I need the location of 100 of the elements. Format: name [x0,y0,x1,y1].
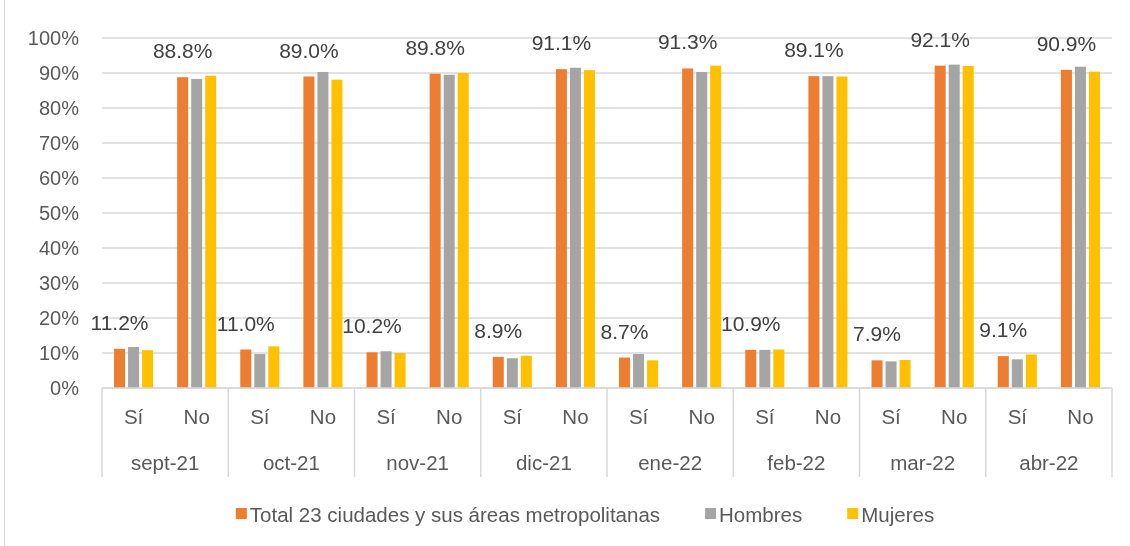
bar [506,358,518,388]
bar [934,65,946,388]
x-tick-label: Sí [123,404,144,428]
y-tick-label: 50% [38,202,80,224]
bar [773,349,785,388]
data-label: 88.8% [152,39,213,63]
data-label: 92.1% [910,27,970,51]
data-label: 9.1% [979,318,1028,342]
text: nov-21 [386,450,449,474]
y-tick-label: 40% [38,237,80,259]
x-tick-label: No [309,404,337,428]
bar [303,76,315,388]
text: mar-22 [890,450,956,474]
y-tick-label: 10% [38,342,80,364]
data-label: 91.1% [531,31,592,55]
bar [1025,354,1037,388]
bar [555,69,567,388]
data-label: 11.2% [90,310,149,334]
legend-label: Total 23 ciudades y sus áreas metropolitanas [249,502,661,526]
bar [240,349,252,388]
data-label: 10.2% [342,314,402,338]
x-tick-label: No [183,404,210,428]
y-tick-label: 60% [38,167,80,189]
x-tick-label: No [436,404,463,428]
data-label: 8.9% [474,318,523,342]
bar [1060,69,1072,388]
bar [268,346,280,388]
data-label: 7.9% [853,322,901,346]
legend-label: Mujeres [861,502,935,526]
bar [633,354,645,388]
bar [177,77,189,388]
text: ene-22 [638,450,703,474]
bar [457,73,469,388]
text: abr-22 [1019,450,1079,474]
bar [429,73,441,388]
y-tick-label: 0% [50,377,80,399]
bar [647,360,659,388]
x-tick-label: No [814,404,842,428]
legend-label: Hombres [719,502,803,526]
data-label: 91.3% [657,30,718,54]
x-tick-label: Sí [376,404,397,428]
x-tick-label: Sí [755,404,775,428]
y-tick-label: 80% [38,97,80,119]
bar [254,354,266,388]
bar [520,355,532,388]
bar [682,68,694,388]
bar [696,71,708,388]
bar [191,78,203,388]
bar [317,71,329,388]
bar [1088,71,1100,388]
bar [871,360,883,388]
x-tick-label: No [562,404,589,428]
y-tick-label: 70% [38,132,80,154]
bar [885,361,897,388]
bar [808,76,820,388]
text: oct-21 [262,450,320,474]
bar [142,350,154,388]
x-tick-label: Sí [881,404,902,428]
x-tick-label: No [1067,404,1094,428]
x-tick-label: Sí [502,404,523,428]
bar [583,70,595,388]
bar [331,79,343,388]
bar [899,360,911,388]
x-tick-label: No [688,404,715,428]
bar [205,75,217,388]
data-label: 89.0% [279,38,339,62]
bar [569,67,581,388]
text: dic-21 [515,450,572,474]
y-tick-label: 30% [38,272,80,294]
bar [128,347,140,388]
bar [710,65,722,388]
bar [836,76,848,388]
text: sept-21 [130,450,200,474]
data-label: 89.8% [405,35,465,59]
bar [380,351,392,388]
y-tick-label: 20% [38,307,80,329]
text: feb-22 [767,450,826,474]
x-tick-label: No [941,404,968,428]
bar [997,356,1009,388]
data-label: 90.9% [1036,31,1097,55]
bar [822,76,834,388]
data-label: 89.1% [784,38,844,62]
x-tick-label: Sí [628,404,649,428]
x-tick-label: Sí [1007,404,1028,428]
bar [759,349,771,388]
bar [1074,66,1086,388]
bar [394,353,406,388]
bar [745,349,757,388]
bar [366,352,378,388]
bar [948,64,960,388]
data-label: 11.0% [216,311,275,335]
x-tick-label: Sí [250,404,270,428]
bar [619,357,631,388]
data-label: 10.9% [721,311,781,335]
data-label: 8.7% [600,319,649,343]
bar [443,74,455,388]
y-tick-label: 100% [27,27,80,49]
y-tick-label: 90% [38,62,80,84]
bar [114,348,126,388]
bar [962,66,974,388]
